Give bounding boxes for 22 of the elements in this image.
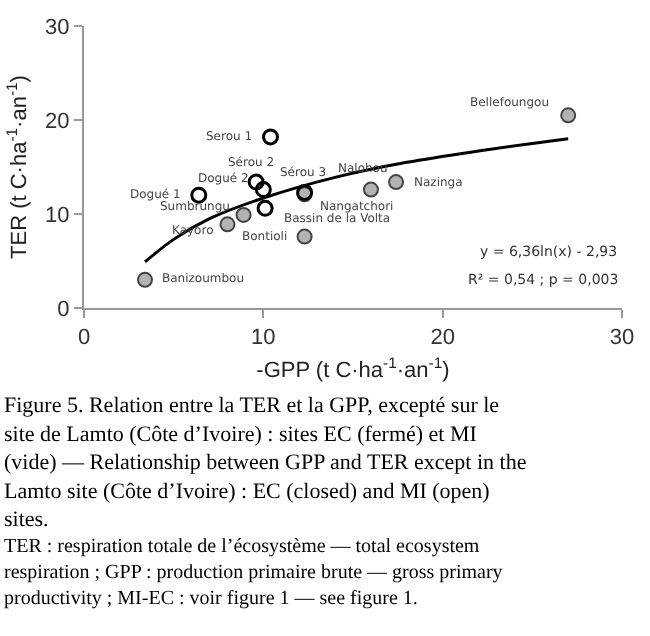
x-tick-label: 10 [251, 326, 276, 351]
x-axis-title: -GPP (t C·ha$^{-1}$·an$^{-1}$) [256, 353, 450, 383]
y-tick-label: 30 [45, 15, 70, 40]
y-tick-label: 10 [45, 203, 70, 228]
point [136, 271, 153, 288]
point [235, 206, 252, 223]
y-tick-label: 0 [57, 297, 70, 322]
point [247, 173, 265, 191]
point [256, 199, 274, 217]
point [560, 107, 577, 124]
caption: Figure 5. Relation entre la TER et la GPP, excepté sur le site de Lamto (Côte d’Ivoire) : sites EC (fermé) et MI (vide) — Relationship between GPP and TER except in the Lamto site (Côte d’Ivoire) : EC (closed) and MI (open) sites. [4, 394, 527, 533]
x-tick-label: 0 [77, 326, 91, 351]
x-tick-label: 30 [609, 326, 635, 351]
y-tick-label: 20 [45, 109, 70, 134]
text: TER : respiration totale de l’écosystème — total ecosystem respiration ; GPP : production primaire brute — gross primary productivity ; MI-EC : voir figure 1 — see figure 1. [4, 536, 503, 610]
point [262, 128, 279, 146]
x-tick-label: 20 [430, 326, 455, 351]
point [388, 174, 405, 191]
point [254, 181, 272, 199]
point [219, 216, 236, 233]
point [296, 228, 313, 245]
point [362, 181, 379, 198]
